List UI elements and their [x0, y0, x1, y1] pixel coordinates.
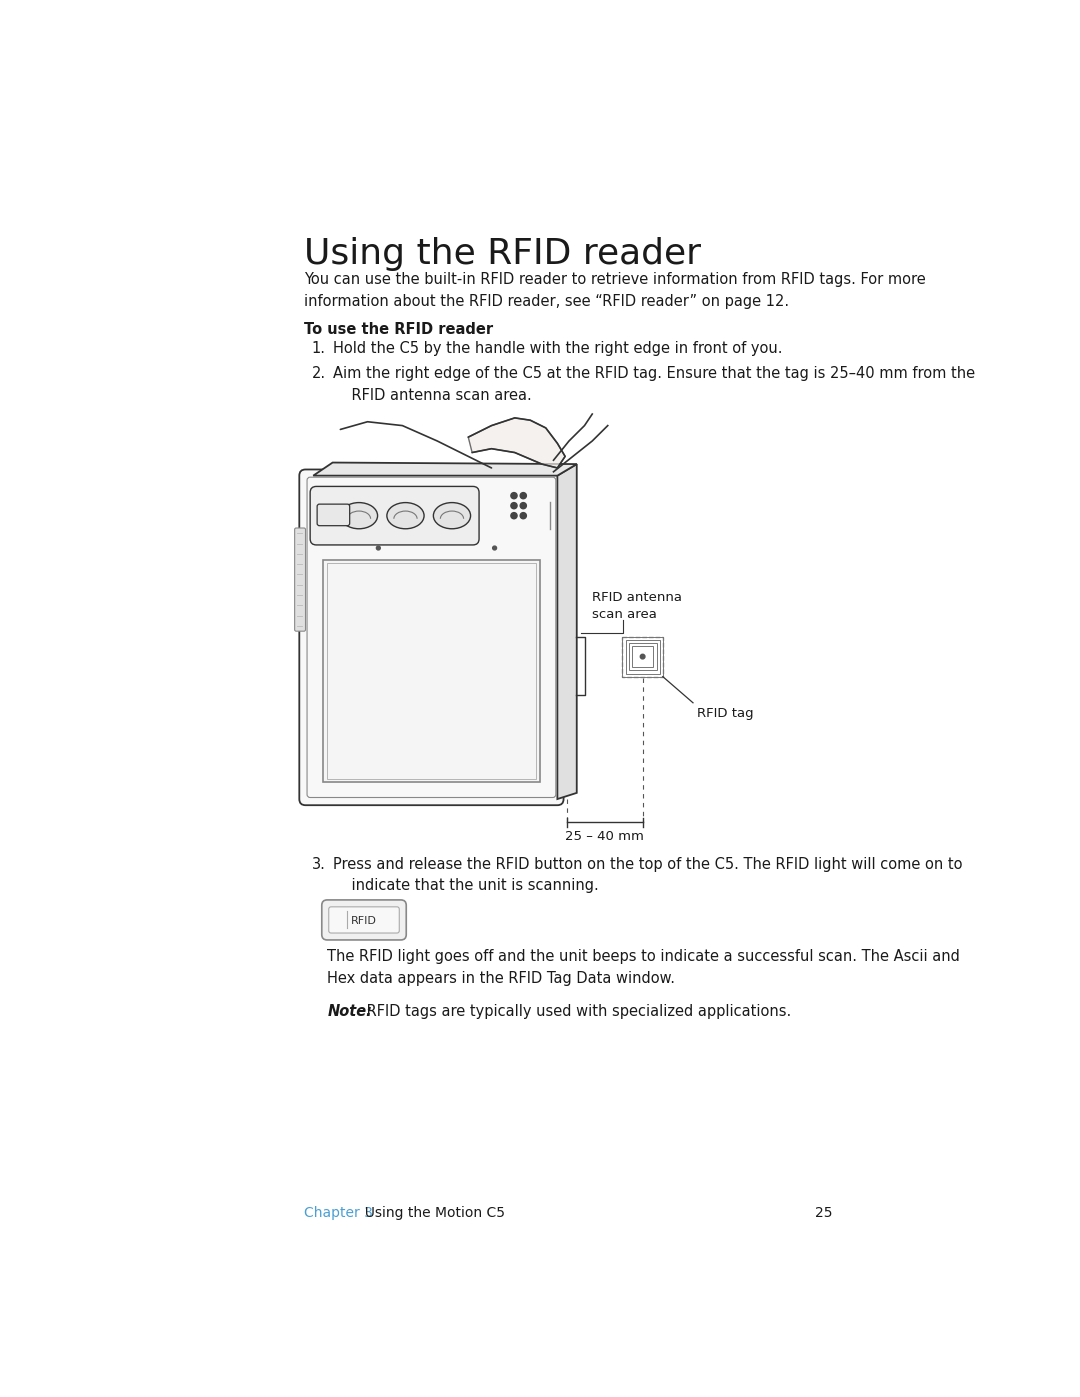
Circle shape [521, 513, 526, 518]
Circle shape [511, 513, 517, 518]
Polygon shape [313, 462, 577, 475]
Bar [622, 637, 663, 676]
Circle shape [511, 493, 517, 499]
Bar [323, 560, 540, 782]
Text: 2.: 2. [312, 366, 326, 381]
Ellipse shape [340, 503, 378, 529]
Bar [327, 563, 536, 780]
Circle shape [492, 546, 497, 550]
FancyBboxPatch shape [328, 907, 400, 933]
Text: RFID: RFID [350, 915, 376, 926]
Text: Chapter 3: Chapter 3 [303, 1206, 373, 1220]
Polygon shape [557, 464, 577, 799]
Circle shape [521, 493, 526, 499]
Text: Aim the right edge of the C5 at the RFID tag. Ensure that the tag is 25–40 mm fr: Aim the right edge of the C5 at the RFID… [333, 366, 975, 402]
FancyBboxPatch shape [322, 900, 406, 940]
Polygon shape [469, 418, 565, 468]
Text: RFID antenna
scan area: RFID antenna scan area [592, 591, 683, 622]
Circle shape [377, 546, 380, 550]
FancyBboxPatch shape [299, 469, 564, 805]
Ellipse shape [433, 503, 471, 529]
FancyBboxPatch shape [318, 504, 350, 525]
Text: 3.: 3. [312, 856, 325, 872]
Text: Using the RFID reader: Using the RFID reader [303, 237, 701, 271]
Text: RFID tags are typically used with specialized applications.: RFID tags are typically used with specia… [362, 1004, 792, 1018]
Text: 25: 25 [815, 1206, 833, 1220]
Circle shape [511, 503, 517, 509]
Text: Note:: Note: [327, 1004, 373, 1018]
Circle shape [521, 503, 526, 509]
Text: Hold the C5 by the handle with the right edge in front of you.: Hold the C5 by the handle with the right… [333, 341, 782, 356]
FancyBboxPatch shape [310, 486, 480, 545]
Text: The RFID light goes off and the unit beeps to indicate a successful scan. The As: The RFID light goes off and the unit bee… [327, 949, 960, 986]
Text: Using the Motion C5: Using the Motion C5 [356, 1206, 504, 1220]
Bar [625, 640, 660, 673]
Text: 25 – 40 mm: 25 – 40 mm [566, 830, 645, 842]
Text: To use the RFID reader: To use the RFID reader [303, 321, 494, 337]
Text: Press and release the RFID button on the top of the C5. The RFID light will come: Press and release the RFID button on the… [333, 856, 962, 894]
Bar [622, 637, 663, 676]
Bar [629, 643, 657, 671]
Text: 1.: 1. [312, 341, 326, 356]
Circle shape [640, 654, 645, 659]
Ellipse shape [387, 503, 424, 529]
Bar [632, 645, 653, 668]
Text: RFID tag: RFID tag [697, 707, 754, 719]
Text: You can use the built-in RFID reader to retrieve information from RFID tags. For: You can use the built-in RFID reader to … [303, 272, 926, 309]
FancyBboxPatch shape [295, 528, 306, 631]
